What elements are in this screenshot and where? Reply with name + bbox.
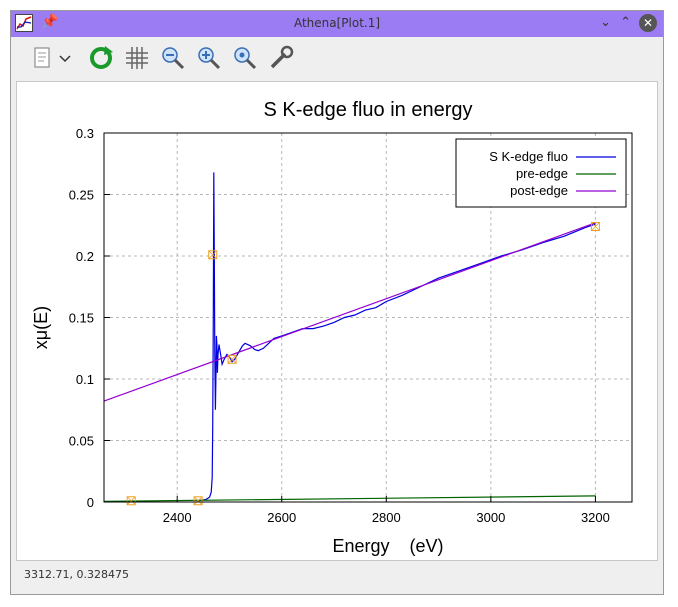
legend: S K-edge fluo pre-edge post-edge — [455, 138, 627, 208]
marker-box — [227, 354, 237, 364]
point-markers — [126, 221, 600, 506]
close-icon[interactable]: ✕ — [639, 14, 657, 32]
y-tick-label: 0.25 — [69, 188, 94, 203]
marker-cross — [193, 496, 203, 506]
marker-cross — [126, 496, 136, 506]
refresh-icon[interactable] — [87, 44, 115, 72]
series-lines — [103, 172, 596, 502]
marker-box — [193, 496, 203, 506]
legend-label: pre-edge — [516, 166, 568, 181]
y-tick-label: 0.3 — [76, 126, 94, 141]
plot-window: 📌 Athena[Plot.1] ⌄ ⌃ ✕ — [10, 10, 664, 595]
marker-cross — [227, 355, 237, 364]
marker-box — [590, 221, 600, 231]
tick-labels: 2400 2600 2800 3000 3200 0 0.05 0.1 0.15 0.2 0.25 0… — [69, 126, 610, 525]
series-line-2 — [103, 495, 596, 502]
x-axis-label: Energy (eV) — [332, 536, 443, 556]
y-tick-label: 0.1 — [76, 372, 94, 387]
marker-box — [126, 496, 136, 506]
point-marker — [208, 250, 218, 260]
x-tick-label: 2400 — [163, 510, 192, 525]
pin-icon[interactable]: 📌 — [41, 14, 59, 30]
series-line-1 — [198, 172, 596, 502]
point-marker — [193, 496, 203, 506]
point-marker — [590, 221, 600, 231]
legend-label: S K-edge fluo — [489, 149, 568, 164]
settings-wrench-icon[interactable] — [267, 44, 295, 72]
maximize-icon[interactable]: ⌃ — [620, 15, 631, 30]
marker-cross — [208, 250, 218, 260]
dropdown-icon[interactable] — [57, 44, 73, 72]
x-tick-label: 3200 — [581, 510, 610, 525]
plot-area[interactable]: 2400 2600 2800 3000 3200 0 0.05 0.1 0.15 0.2 0.25 0… — [16, 81, 658, 561]
toolbar — [11, 38, 663, 78]
legend-label: post-edge — [510, 183, 568, 198]
y-tick-label: 0.05 — [69, 434, 94, 449]
window-title: Athena[Plot.1] — [293, 16, 381, 30]
title-bar: 📌 Athena[Plot.1] ⌄ ⌃ ✕ — [11, 11, 663, 37]
grid-icon[interactable] — [123, 44, 151, 72]
x-tick-label: 3000 — [476, 510, 505, 525]
status-bar-coordinates: 3312.71, 0.328475 — [24, 568, 129, 581]
page-setup-icon[interactable] — [29, 44, 57, 72]
chart-svg[interactable]: 2400 2600 2800 3000 3200 0 0.05 0.1 0.15 0.2 0.25 0… — [17, 82, 657, 560]
marker-cross — [591, 222, 600, 231]
legend-box — [455, 138, 627, 208]
y-tick-label: 0.2 — [76, 249, 94, 264]
chart-title: S K-edge fluo in energy — [263, 99, 472, 121]
series-line-3 — [103, 222, 596, 402]
y-axis-label: xμ(E) — [31, 306, 51, 349]
y-tick-label: 0 — [87, 495, 94, 510]
x-tick-label: 2600 — [267, 510, 296, 525]
zoom-out-icon[interactable] — [159, 44, 187, 72]
zoom-in-icon[interactable] — [195, 44, 223, 72]
marker-box — [208, 250, 218, 260]
point-marker — [227, 354, 237, 364]
zoom-reset-icon[interactable] — [231, 44, 259, 72]
x-tick-label: 2800 — [372, 510, 401, 525]
y-tick-label: 0.15 — [69, 311, 94, 326]
minimize-icon[interactable]: ⌄ — [600, 15, 611, 30]
app-icon — [15, 14, 33, 32]
point-marker — [126, 496, 136, 506]
